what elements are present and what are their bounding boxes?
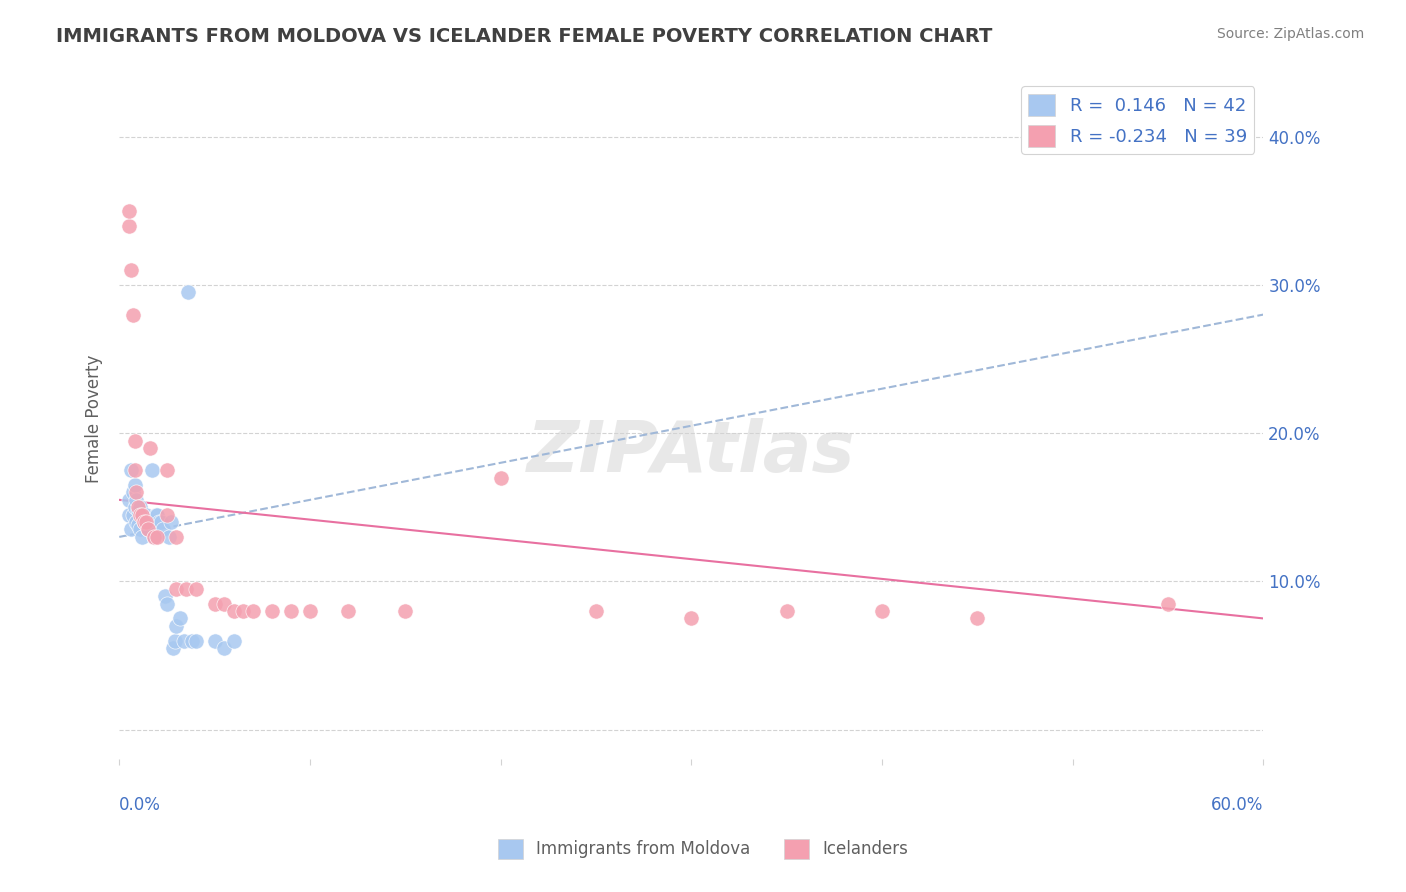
- Point: [127, 503, 149, 517]
- Point: [177, 285, 200, 300]
- Point: [242, 604, 264, 618]
- Point: [152, 523, 174, 537]
- Point: [298, 604, 321, 618]
- Point: [394, 604, 416, 618]
- Point: [337, 604, 360, 618]
- Point: [124, 463, 146, 477]
- Point: [118, 492, 141, 507]
- Point: [124, 500, 146, 515]
- Point: [127, 518, 149, 533]
- Point: [166, 619, 188, 633]
- Point: [118, 508, 141, 522]
- Point: [121, 485, 143, 500]
- Point: [966, 611, 988, 625]
- Point: [131, 508, 153, 522]
- Point: [681, 611, 703, 625]
- Text: Source: ZipAtlas.com: Source: ZipAtlas.com: [1216, 27, 1364, 41]
- Point: [775, 604, 797, 618]
- Point: [260, 604, 283, 618]
- Point: [153, 589, 176, 603]
- Point: [139, 515, 162, 529]
- Legend: Immigrants from Moldova, Icelanders: Immigrants from Moldova, Icelanders: [491, 832, 915, 866]
- Point: [166, 582, 188, 596]
- Legend: R =  0.146   N = 42, R = -0.234   N = 39: R = 0.146 N = 42, R = -0.234 N = 39: [1021, 87, 1254, 154]
- Point: [184, 582, 207, 596]
- Text: IMMIGRANTS FROM MOLDOVA VS ICELANDER FEMALE POVERTY CORRELATION CHART: IMMIGRANTS FROM MOLDOVA VS ICELANDER FEM…: [56, 27, 993, 45]
- Point: [280, 604, 302, 618]
- Point: [124, 478, 146, 492]
- Point: [145, 508, 167, 522]
- Text: 60.0%: 60.0%: [1211, 797, 1264, 814]
- Point: [180, 633, 202, 648]
- Point: [141, 463, 163, 477]
- Point: [121, 308, 143, 322]
- Point: [118, 219, 141, 233]
- Point: [163, 633, 186, 648]
- Point: [146, 508, 169, 522]
- Point: [135, 515, 157, 529]
- Point: [169, 611, 191, 625]
- Point: [118, 203, 141, 218]
- Point: [222, 633, 245, 648]
- Point: [129, 500, 152, 515]
- Text: 0.0%: 0.0%: [120, 797, 162, 814]
- Y-axis label: Female Poverty: Female Poverty: [86, 354, 103, 483]
- Point: [129, 508, 152, 522]
- Point: [142, 530, 165, 544]
- Point: [212, 641, 235, 656]
- Point: [156, 597, 179, 611]
- Point: [1157, 597, 1180, 611]
- Point: [142, 530, 165, 544]
- Point: [173, 633, 195, 648]
- Point: [125, 492, 148, 507]
- Point: [162, 641, 184, 656]
- Point: [135, 508, 157, 522]
- Point: [121, 508, 143, 522]
- Point: [232, 604, 254, 618]
- Point: [204, 597, 226, 611]
- Point: [148, 515, 170, 529]
- Point: [132, 515, 155, 529]
- Point: [124, 434, 146, 448]
- Point: [120, 263, 142, 277]
- Point: [127, 500, 149, 515]
- Point: [156, 508, 179, 522]
- Text: ZIPAtlas: ZIPAtlas: [527, 418, 856, 487]
- Point: [585, 604, 607, 618]
- Point: [136, 523, 159, 537]
- Point: [120, 463, 142, 477]
- Point: [131, 530, 153, 544]
- Point: [146, 530, 169, 544]
- Point: [870, 604, 893, 618]
- Point: [120, 523, 142, 537]
- Point: [139, 441, 162, 455]
- Point: [136, 523, 159, 537]
- Point: [204, 633, 226, 648]
- Point: [132, 515, 155, 529]
- Point: [150, 515, 173, 529]
- Point: [131, 508, 153, 522]
- Point: [125, 485, 148, 500]
- Point: [212, 597, 235, 611]
- Point: [159, 515, 181, 529]
- Point: [166, 530, 188, 544]
- Point: [489, 470, 512, 484]
- Point: [129, 523, 152, 537]
- Point: [222, 604, 245, 618]
- Point: [174, 582, 197, 596]
- Point: [157, 530, 180, 544]
- Point: [156, 463, 179, 477]
- Point: [125, 515, 148, 529]
- Point: [184, 633, 207, 648]
